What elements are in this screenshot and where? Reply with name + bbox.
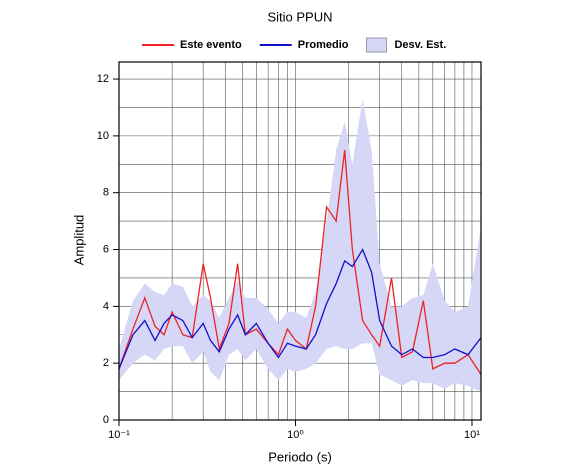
y-tick-label: 10 bbox=[97, 130, 109, 142]
series-line bbox=[118, 150, 482, 375]
x-tick-label: 10⁻¹ bbox=[108, 429, 130, 441]
std-band bbox=[119, 98, 481, 392]
x-tick-label: 10¹ bbox=[464, 429, 480, 441]
y-tick-label: 2 bbox=[103, 357, 109, 369]
legend-swatch bbox=[365, 37, 387, 53]
y-tick-label: 0 bbox=[103, 414, 109, 426]
plot-frame bbox=[118, 61, 482, 421]
y-tick-label: 12 bbox=[97, 73, 109, 85]
series-line bbox=[118, 248, 482, 370]
legend-label: Desv. Est. bbox=[394, 39, 446, 51]
x-tick-label: 10⁰ bbox=[287, 429, 304, 441]
legend-label: Promedio bbox=[298, 39, 349, 51]
legend-label: Este evento bbox=[180, 39, 242, 51]
y-tick-label: 6 bbox=[103, 243, 109, 255]
x-axis-label: Periodo (s) bbox=[268, 449, 332, 464]
y-tick-label: 4 bbox=[103, 300, 109, 312]
y-axis-label: Amplitud bbox=[71, 215, 86, 266]
y-tick-label: 8 bbox=[103, 187, 109, 199]
chart-title: Sitio PPUN bbox=[267, 9, 332, 24]
